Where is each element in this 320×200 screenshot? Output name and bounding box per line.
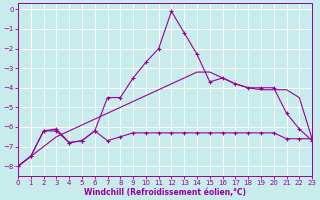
X-axis label: Windchill (Refroidissement éolien,°C): Windchill (Refroidissement éolien,°C) — [84, 188, 246, 197]
